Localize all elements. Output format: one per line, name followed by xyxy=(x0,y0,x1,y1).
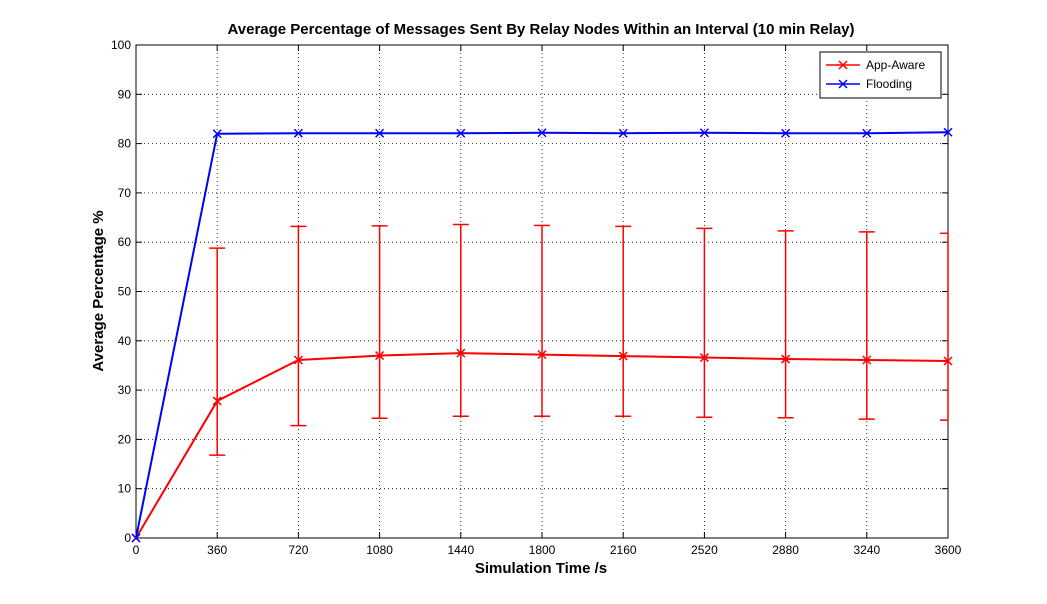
flooding-data-point xyxy=(537,128,547,138)
y-axis-label: Average Percentage % xyxy=(90,210,107,371)
chart-title: Average Percentage of Messages Sent By R… xyxy=(227,21,854,38)
app-aware-marker-stroke xyxy=(456,348,466,358)
x-tick-label: 3240 xyxy=(853,543,880,557)
app-aware-marker-stroke xyxy=(293,355,303,365)
app-aware-data-point xyxy=(293,355,303,365)
flooding-marker-stroke xyxy=(699,128,709,138)
flooding-marker-stroke xyxy=(456,128,466,138)
flooding-data-point xyxy=(781,128,791,138)
app-aware-data-point xyxy=(618,351,628,361)
flooding-data-point xyxy=(131,533,141,543)
flooding-data-point xyxy=(456,128,466,138)
y-tick-label: 30 xyxy=(118,383,132,397)
x-tick-label: 2880 xyxy=(772,543,799,557)
x-tick-label: 720 xyxy=(288,543,308,557)
flooding-data-point xyxy=(943,127,953,137)
flooding-marker-stroke xyxy=(537,128,547,138)
y-tick-label: 70 xyxy=(118,186,132,200)
flooding-marker-stroke xyxy=(212,129,222,139)
x-tick-label: 1800 xyxy=(529,543,556,557)
app-aware-data-point xyxy=(212,396,222,406)
app-aware-data-point xyxy=(375,351,385,361)
flooding-marker-stroke xyxy=(862,128,872,138)
y-tick-label: 10 xyxy=(118,482,132,496)
y-tick-label: 20 xyxy=(118,432,132,446)
app-aware-data-point xyxy=(781,354,791,364)
flooding-marker-stroke xyxy=(293,128,303,138)
flooding-marker-stroke xyxy=(375,128,385,138)
y-tick-label: 60 xyxy=(118,235,132,249)
app-aware-data-point xyxy=(537,350,547,360)
flooding-marker-stroke xyxy=(781,128,791,138)
y-tick-label: 80 xyxy=(118,137,132,151)
x-tick-label: 0 xyxy=(133,543,140,557)
flooding-data-point xyxy=(862,128,872,138)
legend-label-app-aware: App-Aware xyxy=(866,58,925,72)
app-aware-data-point xyxy=(699,353,709,363)
flooding-data-point xyxy=(375,128,385,138)
flooding-marker-stroke xyxy=(618,128,628,138)
y-tick-label: 90 xyxy=(118,87,132,101)
flooding-data-point xyxy=(699,128,709,138)
app-aware-data-point xyxy=(862,355,872,365)
app-aware-marker-stroke xyxy=(375,351,385,361)
app-aware-data-point xyxy=(456,348,466,358)
flooding-marker-stroke xyxy=(131,533,141,543)
flooding-marker-stroke xyxy=(943,127,953,137)
app-aware-marker-stroke xyxy=(862,355,872,365)
flooding-data-point xyxy=(212,129,222,139)
x-tick-label: 1440 xyxy=(447,543,474,557)
y-tick-label: 100 xyxy=(111,38,131,52)
y-tick-label: 40 xyxy=(118,334,132,348)
app-aware-data-point xyxy=(943,356,953,366)
flooding-data-point xyxy=(293,128,303,138)
app-aware-marker-stroke xyxy=(618,351,628,361)
y-tick-label: 0 xyxy=(124,531,131,545)
y-tick-label: 50 xyxy=(118,285,132,299)
x-tick-label: 1080 xyxy=(366,543,393,557)
x-axis-label: Simulation Time /s xyxy=(475,560,607,577)
legend-box xyxy=(819,51,942,99)
app-aware-marker-stroke xyxy=(537,350,547,360)
app-aware-marker-stroke xyxy=(699,353,709,363)
x-tick-label: 3600 xyxy=(935,543,962,557)
legend-label-flooding: Flooding xyxy=(866,77,912,91)
legend-marker-flooding xyxy=(838,79,848,89)
app-aware-marker-stroke xyxy=(212,396,222,406)
app-aware-marker-stroke xyxy=(781,354,791,364)
x-tick-label: 2160 xyxy=(610,543,637,557)
x-tick-label: 2520 xyxy=(691,543,718,557)
plot-area: 0 360 720 1080 1440 1800 2160 2520 2880 3240 36000… xyxy=(111,38,962,557)
flooding-data-point xyxy=(618,128,628,138)
legend-marker-app-aware xyxy=(838,60,848,70)
x-tick-label: 360 xyxy=(207,543,227,557)
app-aware-marker-stroke xyxy=(943,356,953,366)
